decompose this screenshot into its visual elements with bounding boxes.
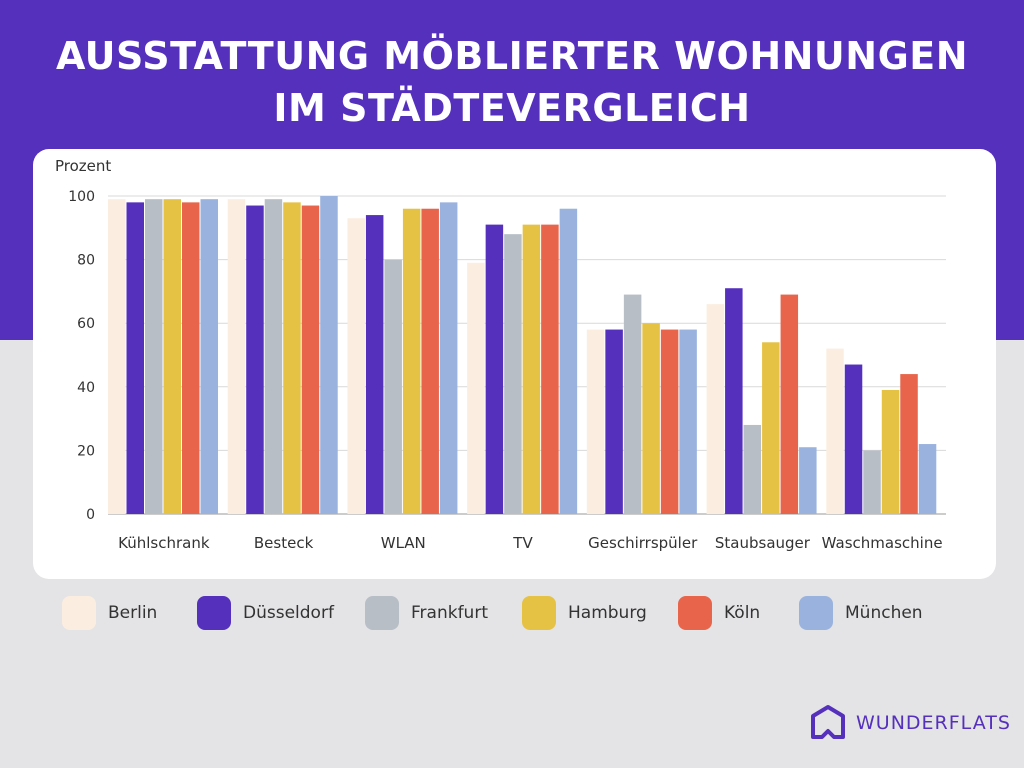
x-tick-label: WLAN — [381, 534, 426, 552]
x-tick-label: Waschmaschine — [822, 534, 943, 552]
bar-berlin-5 — [706, 304, 725, 514]
x-tick-label: TV — [512, 534, 533, 552]
legend: Berlin Düsseldorf Frankfurt Hamburg Köln Münc… — [62, 596, 929, 630]
bar-frankfurt-6 — [863, 450, 881, 514]
bar-berlin-1 — [227, 199, 246, 514]
bar-köln-1 — [301, 205, 320, 514]
y-tick-label: 100 — [68, 189, 95, 205]
legend-label: München — [845, 603, 923, 623]
legend-label: Hamburg — [568, 603, 647, 623]
legend-label: Köln — [724, 603, 761, 623]
bar-frankfurt-2 — [384, 259, 402, 514]
bar-hamburg-5 — [762, 342, 780, 514]
x-tick-label: Kühlschrank — [118, 534, 210, 552]
bar-hamburg-0 — [163, 199, 181, 514]
bar-düsseldorf-1 — [246, 205, 264, 514]
y-tick-label: 80 — [77, 253, 95, 269]
bar-düsseldorf-0 — [126, 202, 144, 515]
bar-düsseldorf-3 — [485, 224, 504, 514]
legend-label: Berlin — [108, 603, 158, 623]
x-tick-label: Geschirrspüler — [588, 534, 698, 552]
bar-berlin-4 — [586, 329, 605, 514]
bar-köln-5 — [780, 294, 799, 514]
bar-berlin-0 — [108, 199, 126, 514]
bar-berlin-2 — [347, 218, 365, 514]
bar-köln-4 — [660, 329, 679, 514]
legend-item: Frankfurt — [365, 596, 522, 630]
bar-köln-2 — [421, 208, 439, 514]
bar-hamburg-4 — [642, 323, 660, 514]
bar-düsseldorf-4 — [605, 329, 623, 514]
y-tick-label: 40 — [77, 380, 95, 396]
legend-swatch — [62, 596, 96, 630]
bar-köln-0 — [182, 202, 200, 515]
bar-frankfurt-4 — [623, 294, 642, 514]
bar-münchen-1 — [320, 196, 338, 514]
legend-swatch — [678, 596, 712, 630]
bar-münchen-5 — [799, 447, 817, 514]
title-line-1: AUSSTATTUNG MÖBLIERTER WOHNUNGEN — [55, 34, 969, 78]
bar-chart: Prozent 0 20 40 60 80 100 Kühlschrank Besteck WLA… — [55, 157, 946, 552]
bar-düsseldorf-5 — [725, 288, 743, 514]
bar-köln-3 — [541, 224, 559, 514]
bar-münchen-3 — [559, 208, 578, 514]
bar-münchen-2 — [439, 202, 458, 515]
bar-hamburg-3 — [522, 224, 541, 514]
title-line-2: IM STÄDTEVERGLEICH — [273, 86, 751, 130]
bar-hamburg-1 — [283, 202, 301, 515]
bar-münchen-6 — [918, 444, 937, 514]
x-tick-label: Staubsauger — [715, 534, 811, 552]
bar-hamburg-2 — [402, 208, 421, 514]
brand-logo: WUNDERFLATS — [810, 704, 1011, 742]
legend-swatch — [799, 596, 833, 630]
legend-swatch — [197, 596, 231, 630]
legend-label: Frankfurt — [411, 603, 488, 623]
legend-label: Düsseldorf — [243, 603, 334, 623]
legend-swatch — [365, 596, 399, 630]
legend-swatch — [522, 596, 556, 630]
legend-item: Hamburg — [522, 596, 678, 630]
y-tick-label: 0 — [86, 507, 95, 523]
bar-düsseldorf-6 — [844, 364, 863, 514]
bar-frankfurt-0 — [145, 199, 163, 514]
legend-item: Köln — [678, 596, 799, 630]
legend-item: Düsseldorf — [197, 596, 365, 630]
brand-name: WUNDERFLATS — [856, 712, 1011, 734]
bar-frankfurt-3 — [504, 234, 522, 514]
bar-frankfurt-5 — [743, 424, 762, 514]
bar-köln-6 — [900, 374, 918, 514]
chart-card: Prozent 0 20 40 60 80 100 Kühlschrank Besteck WLA… — [33, 149, 996, 579]
bar-berlin-3 — [467, 262, 485, 514]
bar-düsseldorf-2 — [365, 215, 384, 514]
bar-hamburg-6 — [881, 389, 900, 514]
y-axis-title: Prozent — [55, 157, 111, 175]
bar-münchen-0 — [200, 199, 218, 514]
page-title: AUSSTATTUNG MÖBLIERTER WOHNUNGEN IM STÄD… — [0, 30, 1024, 134]
legend-item: München — [799, 596, 929, 630]
house-logo-icon — [811, 705, 845, 739]
x-tick-label: Besteck — [254, 534, 314, 552]
bar-berlin-6 — [826, 348, 844, 514]
y-tick-label: 60 — [77, 316, 95, 332]
y-tick-label: 20 — [77, 443, 95, 459]
bar-münchen-4 — [679, 329, 697, 514]
bar-frankfurt-1 — [264, 199, 283, 514]
legend-item: Berlin — [62, 596, 197, 630]
